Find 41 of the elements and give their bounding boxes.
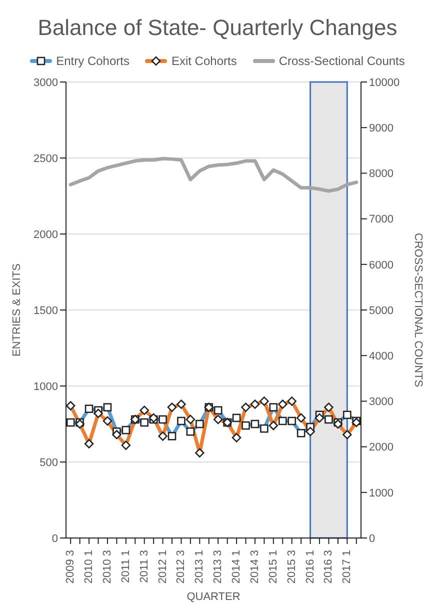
- y2-axis-title: CROSS-SECTIONAL COUNTS: [412, 232, 424, 388]
- y-tick-label: 500: [40, 456, 58, 469]
- y-tick-label: 3000: [34, 76, 58, 89]
- x-tick-label: 2011 3: [138, 550, 150, 583]
- y2-tick-label: 0: [369, 532, 376, 545]
- y-axis-title: ENTRIES & EXITS: [10, 264, 23, 356]
- y2-tick-label: 7000: [369, 214, 394, 226]
- x-tick-label: 2010 3: [101, 550, 114, 584]
- y-tick-label: 1500: [34, 304, 58, 317]
- x-tick-label: 2009 3: [64, 550, 77, 584]
- x-tick-label: 2015 1: [267, 550, 280, 584]
- x-tick-label: 2012 3: [175, 550, 188, 584]
- legend-label: Entry Cohorts: [56, 54, 130, 68]
- y-tick-label: 2000: [34, 228, 58, 241]
- x-tick-label: 2010 1: [83, 550, 96, 584]
- y2-tick-label: 3000: [369, 396, 394, 408]
- x-tick-label: 2013 1: [194, 550, 206, 584]
- x-tick-label: 2015 3: [286, 550, 298, 584]
- x-tick-label: 2016 1: [304, 550, 316, 584]
- y2-tick-label: 6000: [369, 259, 394, 272]
- x-tick-label: 2014 3: [248, 550, 261, 584]
- chart-title: Balance of State- Quarterly Changes: [36, 14, 398, 42]
- x-axis-title: QUARTER: [186, 591, 240, 603]
- y-tick-label: 0: [52, 532, 58, 545]
- x-tick-label: 2016 3: [322, 550, 335, 584]
- y-tick-label: 2500: [34, 152, 58, 165]
- y-tick-label: 1000: [34, 380, 58, 393]
- y2-tick-label: 5000: [369, 304, 394, 317]
- legend-label: Exit Cohorts: [171, 54, 237, 68]
- y2-tick-label: 2000: [369, 442, 394, 454]
- x-tick-label: 2017 1: [341, 550, 354, 584]
- y2-tick-label: 4000: [369, 350, 394, 363]
- legend-label: Cross-Sectional Counts: [278, 54, 405, 68]
- y2-tick-label: 9000: [369, 122, 394, 135]
- y2-tick-label: 1000: [369, 487, 394, 500]
- y2-tick-label: 10000: [369, 76, 400, 89]
- y2-tick-label: 8000: [369, 168, 394, 180]
- x-tick-label: 2013 3: [212, 550, 224, 584]
- x-tick-label: 2011 1: [120, 550, 132, 583]
- x-tick-label: 2014 1: [230, 550, 243, 584]
- x-tick-label: 2012 1: [156, 550, 169, 584]
